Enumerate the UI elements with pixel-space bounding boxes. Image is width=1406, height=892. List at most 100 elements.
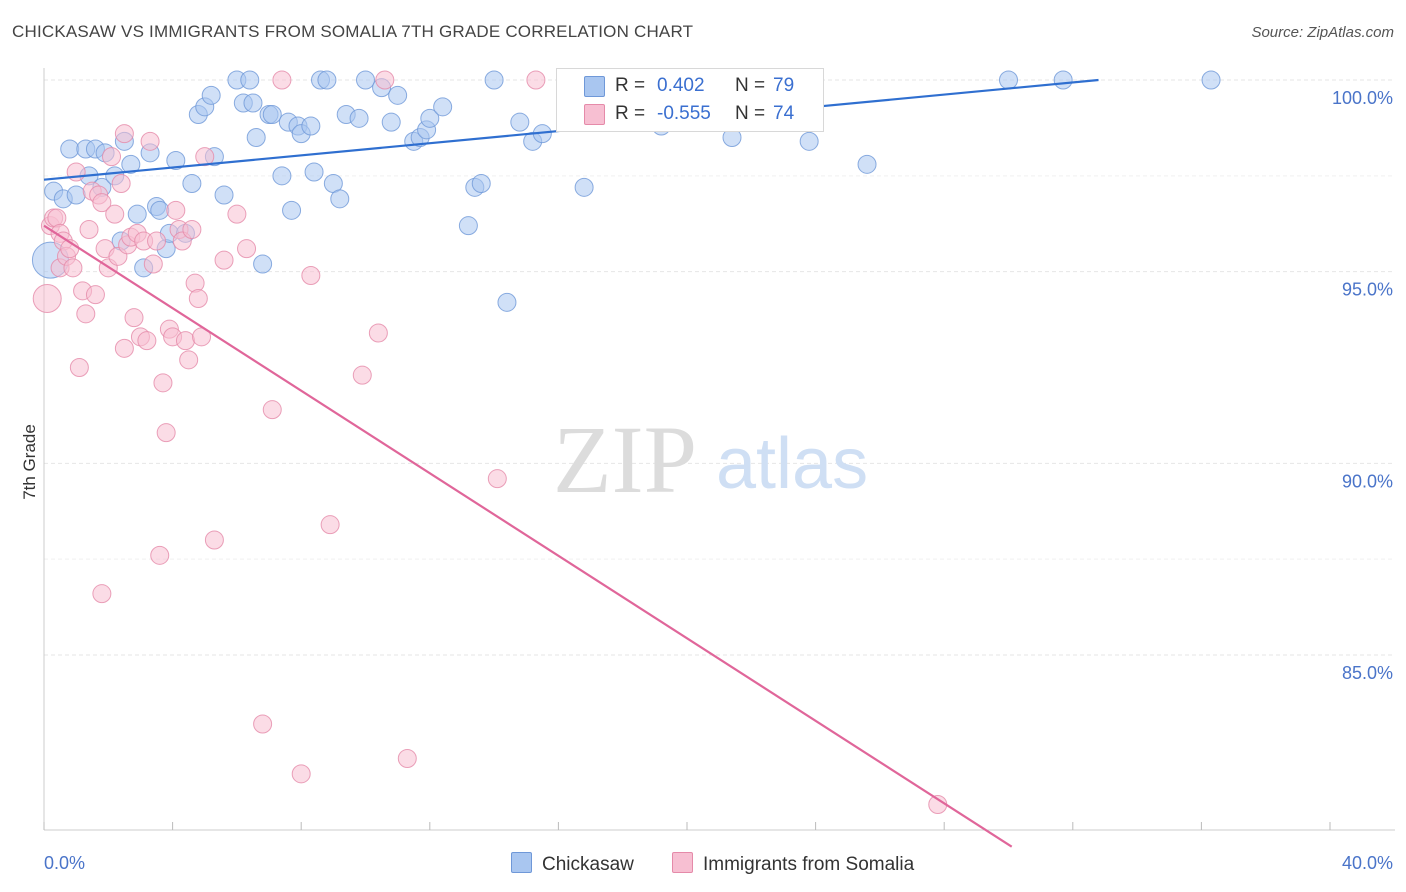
y-tick-label: 100.0% <box>1332 88 1393 108</box>
legend-swatch-blue <box>511 852 532 873</box>
somalia-point <box>368 323 388 343</box>
somalia-point <box>124 308 144 328</box>
somalia-point <box>204 530 224 550</box>
y-axis-label: 7th Grade <box>20 424 39 500</box>
somalia-point <box>76 304 96 324</box>
chart-title: CHICKASAW VS IMMIGRANTS FROM SOMALIA 7TH… <box>12 22 694 41</box>
y-tick-label: 95.0% <box>1342 280 1393 300</box>
somalia-point <box>272 70 292 90</box>
chickasaw-point <box>388 85 408 105</box>
chickasaw-point <box>240 70 260 90</box>
somalia-point <box>32 284 62 313</box>
legend-n-label: N = <box>735 103 766 124</box>
chickasaw-point <box>182 174 202 193</box>
chickasaw-point <box>246 128 266 147</box>
tick-labels: 100.0% 95.0% 90.0% 85.0% 0.0% 40.0% <box>44 88 1393 873</box>
chickasaw-point <box>330 189 350 209</box>
data-points <box>31 70 1221 814</box>
watermark-atlas: atlas <box>716 424 868 504</box>
somalia-point <box>175 331 195 351</box>
somalia-point <box>137 331 157 351</box>
chickasaw-point <box>999 70 1018 90</box>
somalia-point <box>79 220 99 239</box>
chickasaw-point <box>433 97 453 117</box>
x-tick-label: 40.0% <box>1342 853 1393 873</box>
bottom-legend-somalia: Immigrants from Somalia <box>672 852 914 876</box>
chickasaw-point <box>60 139 80 159</box>
somalia-point <box>262 400 282 420</box>
somalia-point <box>214 250 234 270</box>
somalia-point <box>150 545 170 565</box>
chickasaw-point <box>420 108 440 128</box>
somalia-point <box>253 714 273 734</box>
somalia-point <box>140 131 160 151</box>
chickasaw-point <box>150 200 170 220</box>
chickasaw-point <box>127 204 147 224</box>
somalia-point <box>195 147 215 167</box>
somalia-trend-line <box>43 224 1013 848</box>
chickasaw-point <box>304 162 324 182</box>
somalia-point <box>85 285 105 305</box>
somalia-point <box>153 373 173 393</box>
legend-r-label: R = <box>615 103 646 124</box>
bottom-legend-chickasaw: Chickasaw <box>511 852 634 876</box>
chickasaw-point <box>214 185 234 205</box>
grid-lines <box>44 79 1395 656</box>
chickasaw-point <box>1201 70 1221 90</box>
chickasaw-point <box>253 254 273 274</box>
somalia-point <box>114 124 134 144</box>
somalia-point <box>291 764 311 784</box>
chickasaw-point <box>66 185 86 205</box>
somalia-point <box>105 204 125 224</box>
somalia-point <box>47 208 67 228</box>
somalia-point <box>92 193 112 213</box>
y-tick-label: 85.0% <box>1342 663 1393 683</box>
chickasaw-point <box>262 105 282 124</box>
somalia-point <box>188 289 208 308</box>
somalia-point <box>227 204 247 224</box>
somalia-point <box>352 365 372 385</box>
legend-r-value: 0.402 <box>657 75 705 96</box>
somalia-point <box>143 254 163 274</box>
chickasaw-point <box>857 154 877 174</box>
chickasaw-point <box>471 174 491 193</box>
somalia-point <box>166 200 186 220</box>
chickasaw-point <box>356 70 375 90</box>
somalia-point <box>102 147 122 167</box>
somalia-point <box>375 70 395 90</box>
somalia-point <box>114 338 134 358</box>
legend-n-value: 74 <box>773 103 795 124</box>
legend-n-label: N = <box>735 75 766 96</box>
chickasaw-point <box>484 70 504 90</box>
chickasaw-point <box>121 154 141 174</box>
somalia-point <box>92 584 112 604</box>
somalia-point <box>185 273 205 293</box>
chickasaw-point <box>243 93 263 113</box>
somalia-point <box>147 231 167 251</box>
somalia-point <box>301 266 321 285</box>
somalia-point <box>69 358 89 377</box>
somalia-point <box>63 258 83 278</box>
x-tick-label: 0.0% <box>44 853 85 873</box>
somalia-point <box>156 423 176 443</box>
legend-r-label: R = <box>615 75 646 96</box>
source-label: Source: ZipAtlas.com <box>1251 24 1394 41</box>
axes <box>43 68 1395 831</box>
chickasaw-point <box>497 292 517 312</box>
somalia-point <box>487 469 507 489</box>
chickasaw-point <box>301 116 321 136</box>
chickasaw-point <box>272 166 292 186</box>
chickasaw-point <box>349 108 369 128</box>
somalia-point <box>526 70 546 90</box>
somalia-point <box>179 350 199 370</box>
chickasaw-point <box>799 131 819 151</box>
chickasaw-point <box>458 216 478 236</box>
legend-label-somalia: Immigrants from Somalia <box>703 854 915 875</box>
legend-label-chickasaw: Chickasaw <box>542 854 634 875</box>
chickasaw-point <box>574 177 594 197</box>
watermark-zip: ZIP <box>553 406 697 513</box>
somalia-point <box>320 515 340 535</box>
legend-swatch-pink <box>672 852 693 873</box>
somalia-point <box>237 239 257 259</box>
chickasaw-point <box>201 85 221 105</box>
